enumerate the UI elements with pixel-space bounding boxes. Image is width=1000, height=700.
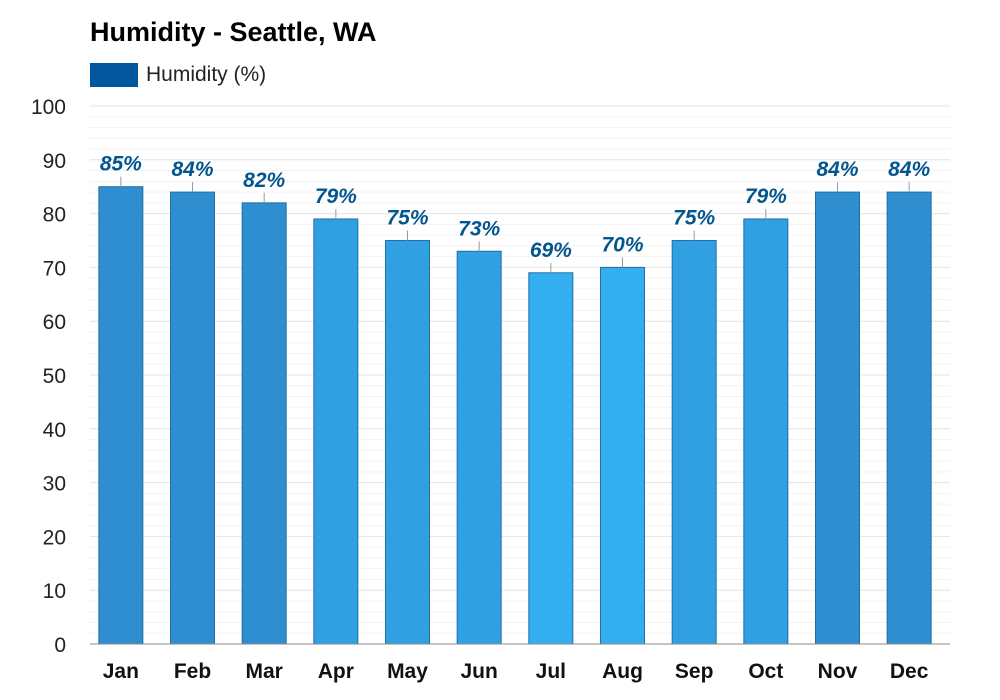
bar [600, 266, 645, 645]
data-label: 70% [601, 233, 643, 256]
data-labels: 85% 84% 82% 79% 75% 73% 69% 70% 75% 79% 84% 84% [100, 153, 931, 273]
data-label: 69% [530, 239, 572, 262]
data-label: 84% [816, 158, 858, 181]
x-tick-label: Nov [818, 660, 858, 683]
y-tick-label: 30 [43, 473, 66, 496]
bar [886, 191, 932, 645]
legend: Humidity (%) [90, 62, 266, 88]
data-label: 85% [100, 153, 142, 176]
y-tick-label: 90 [43, 150, 66, 173]
x-tick-label: Dec [890, 660, 929, 683]
x-tick-label: May [387, 660, 428, 683]
data-label: 82% [243, 169, 285, 192]
data-label: 84% [888, 158, 930, 181]
y-tick-label: 50 [43, 365, 66, 388]
bar [98, 186, 144, 645]
x-tick-label: Apr [318, 660, 354, 683]
y-tick-label: 60 [43, 311, 66, 334]
x-tick-label: Sep [675, 660, 714, 683]
legend-swatch [90, 63, 138, 87]
data-label: 75% [386, 207, 428, 230]
data-label: 84% [171, 158, 213, 181]
x-tick-label: Mar [245, 660, 282, 683]
data-label: 73% [458, 217, 500, 240]
x-tick-label: Oct [748, 660, 783, 683]
bar [313, 218, 359, 645]
bar [170, 191, 215, 645]
data-label: 79% [745, 185, 787, 208]
legend-label: Humidity (%) [146, 63, 267, 86]
x-tick-label: Jun [460, 660, 497, 683]
x-tick-label: Jan [103, 660, 139, 683]
data-label: 79% [315, 185, 357, 208]
x-tick-label: Aug [602, 660, 643, 683]
y-axis-ticks: 0 10 20 30 40 50 60 70 80 90 100 [31, 96, 66, 657]
bar [385, 240, 430, 645]
y-tick-label: 40 [43, 419, 66, 442]
y-tick-label: 10 [43, 580, 66, 603]
bars [98, 186, 932, 645]
data-label: 75% [673, 207, 715, 230]
x-axis-ticks: Jan Feb Mar Apr May Jun Jul Aug Sep Oct Nov Dec [103, 660, 929, 683]
x-tick-label: Feb [174, 660, 211, 683]
bar [528, 272, 574, 645]
bar [743, 218, 789, 645]
y-tick-label: 20 [43, 526, 66, 549]
y-tick-label: 100 [31, 96, 66, 119]
bar [815, 191, 860, 645]
bar [456, 250, 502, 645]
y-tick-label: 70 [43, 257, 66, 280]
bar [671, 240, 717, 645]
x-tick-label: Jul [536, 660, 566, 683]
minor-gridlines [90, 116, 950, 634]
y-tick-label: 0 [54, 634, 66, 657]
chart-title: Humidity - Seattle, WA [90, 17, 377, 47]
gridlines [90, 105, 950, 591]
bar [241, 202, 287, 645]
y-tick-label: 80 [43, 204, 66, 227]
